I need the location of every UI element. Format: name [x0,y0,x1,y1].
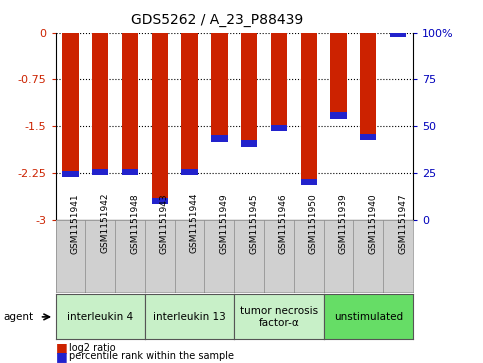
Text: GSM1151945: GSM1151945 [249,193,258,254]
Text: interleukin 4: interleukin 4 [67,312,133,322]
Text: tumor necrosis
factor-α: tumor necrosis factor-α [240,306,318,328]
Bar [152,198,168,204]
Text: GSM1151944: GSM1151944 [189,193,199,253]
Bar [390,33,406,37]
Text: unstimulated: unstimulated [334,312,403,322]
Text: GSM1151948: GSM1151948 [130,193,139,254]
Bar [62,171,79,177]
Text: GSM1151950: GSM1151950 [309,193,318,254]
Bar [241,140,257,147]
Text: log2 ratio: log2 ratio [69,343,116,353]
Bar [330,33,347,119]
Bar [390,31,406,37]
Bar [122,168,138,175]
Bar [271,125,287,131]
Bar [182,33,198,175]
Bar [92,33,108,175]
Bar [271,33,287,131]
Text: GSM1151942: GSM1151942 [100,193,109,253]
Bar [182,168,198,175]
Text: ■: ■ [56,341,67,354]
Text: GSM1151946: GSM1151946 [279,193,288,254]
Text: interleukin 13: interleukin 13 [153,312,226,322]
Text: GDS5262 / A_23_P88439: GDS5262 / A_23_P88439 [131,13,303,27]
Text: GSM1151939: GSM1151939 [339,193,347,254]
Bar [300,33,317,185]
Text: GSM1151941: GSM1151941 [71,193,79,254]
Bar [360,134,376,140]
Text: percentile rank within the sample: percentile rank within the sample [69,351,234,362]
Bar [152,33,168,204]
Bar [62,33,79,177]
Bar [360,33,376,140]
Text: GSM1151943: GSM1151943 [160,193,169,254]
Bar [211,135,227,142]
Text: ■: ■ [56,350,67,363]
Bar [211,33,227,142]
Bar [300,179,317,185]
Bar [122,33,138,175]
Text: GSM1151947: GSM1151947 [398,193,407,254]
Text: GSM1151949: GSM1151949 [219,193,228,254]
Text: GSM1151940: GSM1151940 [369,193,377,254]
Bar [241,33,257,147]
Text: agent: agent [4,312,34,322]
Bar [92,168,108,175]
Bar [330,113,347,119]
